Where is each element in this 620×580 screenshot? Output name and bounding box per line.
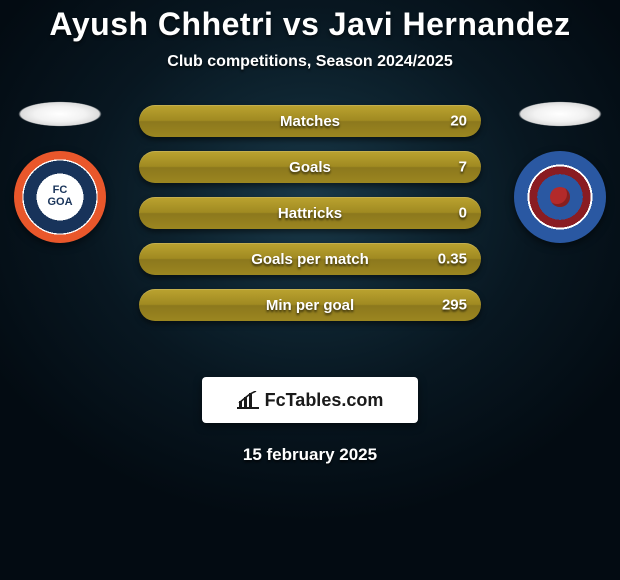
stat-right-value: 7 [459,159,467,176]
player-left-silhouette [6,95,114,133]
branding-text: FcTables.com [265,390,384,411]
player-left-column [0,95,120,243]
stat-bar-min-per-goal: Min per goal 295 [139,289,481,321]
bar-chart-icon [237,391,259,409]
stat-right-value: 0.35 [438,251,467,268]
stat-label: Min per goal [266,297,354,314]
stat-right-value: 0 [459,205,467,222]
branding-box: FcTables.com [202,377,418,423]
stat-label: Goals [289,159,331,176]
stat-bars: Matches 20 Goals 7 Hattricks 0 Goals per… [139,105,481,321]
page-title: Ayush Chhetri vs Javi Hernandez [49,6,570,43]
stat-right-value: 20 [450,113,467,130]
stat-label: Matches [280,113,340,130]
stat-right-value: 295 [442,297,467,314]
content-root: Ayush Chhetri vs Javi Hernandez Club com… [0,0,620,580]
stat-bar-matches: Matches 20 [139,105,481,137]
comparison-area: Matches 20 Goals 7 Hattricks 0 Goals per… [0,105,620,345]
club-badge-fc-goa [14,151,106,243]
player-right-silhouette [506,95,614,133]
club-badge-ring-decor [514,151,606,243]
player-right-column [500,95,620,243]
footer-date: 15 february 2025 [243,445,377,465]
club-badge-jamshedpur [514,151,606,243]
stat-label: Goals per match [251,251,369,268]
stat-bar-goals: Goals 7 [139,151,481,183]
stat-label: Hattricks [278,205,342,222]
stat-bar-hattricks: Hattricks 0 [139,197,481,229]
page-subtitle: Club competitions, Season 2024/2025 [167,53,452,71]
stat-bar-goals-per-match: Goals per match 0.35 [139,243,481,275]
